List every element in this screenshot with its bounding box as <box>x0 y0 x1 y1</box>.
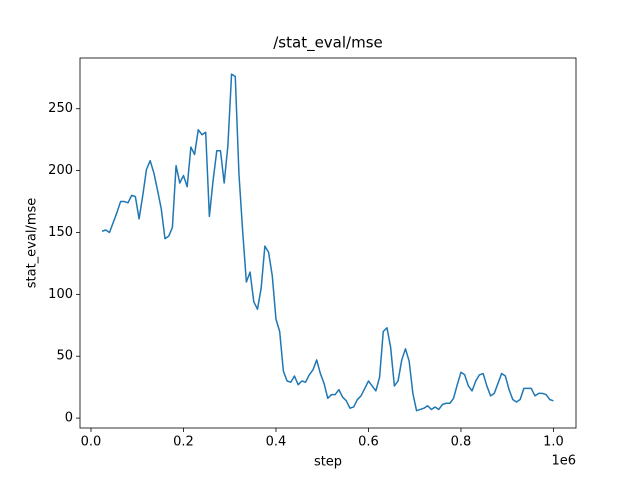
data-line <box>101 73 554 412</box>
x-tick-label: 0.4 <box>266 435 287 450</box>
y-tick-label: 150 <box>48 225 73 240</box>
x-offset-label: 1e6 <box>551 454 576 469</box>
y-tick-label: 0 <box>65 411 73 426</box>
x-tick-label: 1.0 <box>543 435 564 450</box>
x-axis-label: step <box>314 455 342 470</box>
y-axis-label: stat_eval/mse <box>25 198 40 289</box>
y-tick-label: 100 <box>48 287 73 302</box>
x-tick-label: 0.8 <box>451 435 472 450</box>
y-tick-label: 200 <box>48 163 73 178</box>
chart-title: /stat_eval/mse <box>273 34 383 53</box>
x-tick-label: 0.0 <box>81 435 102 450</box>
x-tick-label: 0.6 <box>358 435 379 450</box>
plot-frame <box>79 57 577 429</box>
x-tick-label: 0.2 <box>173 435 194 450</box>
y-tick-label: 250 <box>48 101 73 116</box>
y-tick-label: 50 <box>56 349 73 364</box>
